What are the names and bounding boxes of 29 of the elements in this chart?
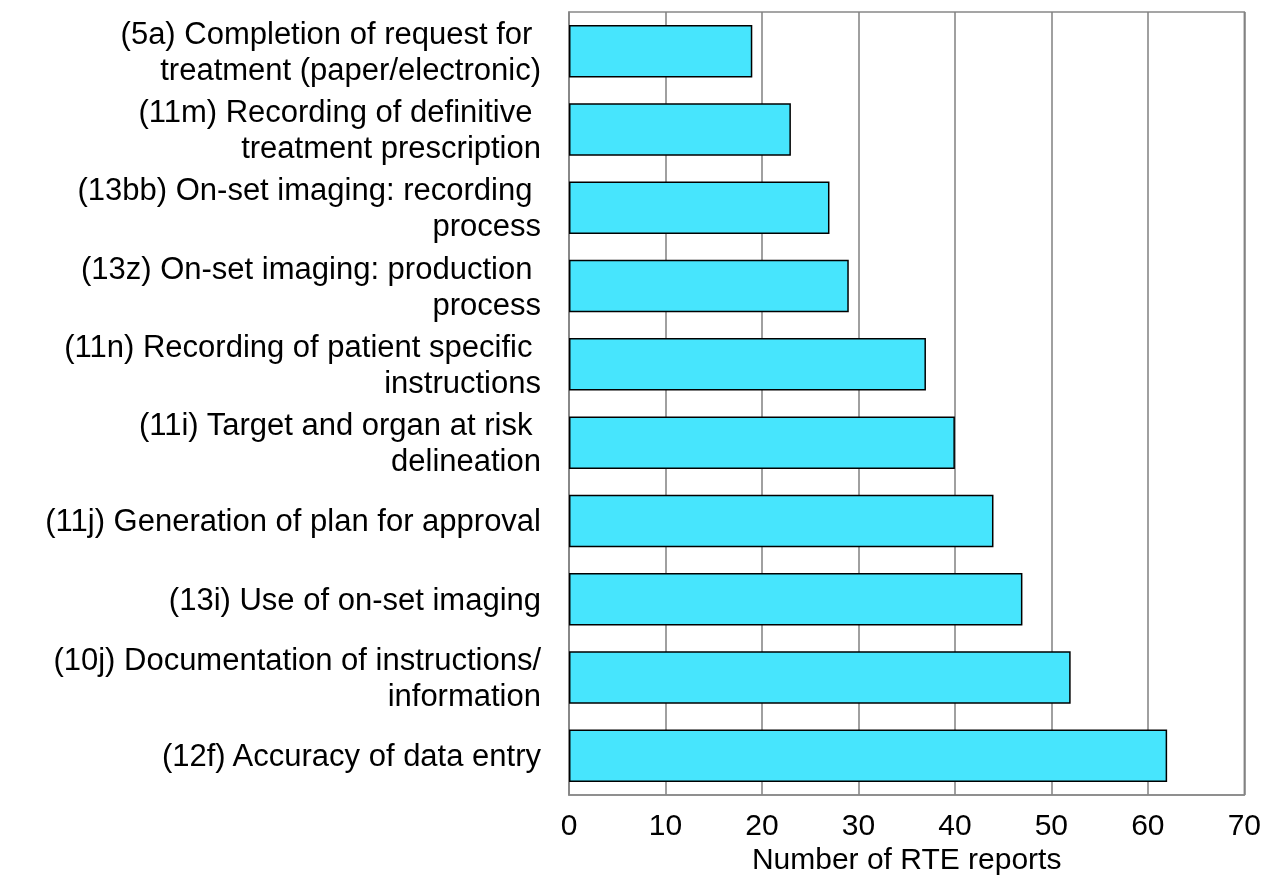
x-tick-label: 40 bbox=[938, 807, 972, 841]
y-tick-label: (11j) Generation of plan for approval bbox=[45, 503, 541, 539]
x-axis-title: Number of RTE reports bbox=[751, 842, 1062, 876]
y-tick-label: (13z) On-set imaging: production process bbox=[80, 250, 541, 322]
x-tick-label: 50 bbox=[1034, 807, 1069, 841]
bar bbox=[569, 24, 753, 78]
bar bbox=[569, 573, 1023, 626]
bar bbox=[569, 729, 1168, 783]
bar bbox=[569, 651, 1071, 704]
bar bbox=[569, 494, 994, 548]
x-tick-label: 30 bbox=[841, 807, 876, 841]
y-tick-label: (12f) Accuracy of data entry bbox=[161, 738, 542, 774]
y-tick-label: (13i) Use of on-set imaging bbox=[168, 581, 541, 617]
bar bbox=[569, 338, 926, 391]
x-tick-label: 60 bbox=[1131, 807, 1165, 841]
y-tick-label: (11n) Recording of patient specific instructions bbox=[64, 328, 541, 400]
x-tick-label: 20 bbox=[745, 807, 779, 841]
x-tick-label: 70 bbox=[1227, 807, 1261, 841]
y-tick-label: (13bb) On-set imaging: recording process bbox=[77, 172, 541, 244]
bar bbox=[569, 416, 955, 469]
bar bbox=[569, 103, 791, 156]
bar bbox=[569, 259, 849, 313]
x-tick-label: 10 bbox=[648, 807, 683, 841]
y-tick-label: (11i) Target and organ at risk delineation bbox=[138, 407, 541, 479]
bar bbox=[569, 181, 830, 234]
x-tick-label: 0 bbox=[560, 807, 578, 841]
y-tick-label: (5a) Completion of request for treatment (paper/electronic) bbox=[120, 15, 541, 87]
y-tick-label: (11m) Recording of definitive treatment prescription bbox=[138, 93, 541, 165]
y-tick-label: (10j) Documentation of instructions/information bbox=[53, 642, 542, 714]
